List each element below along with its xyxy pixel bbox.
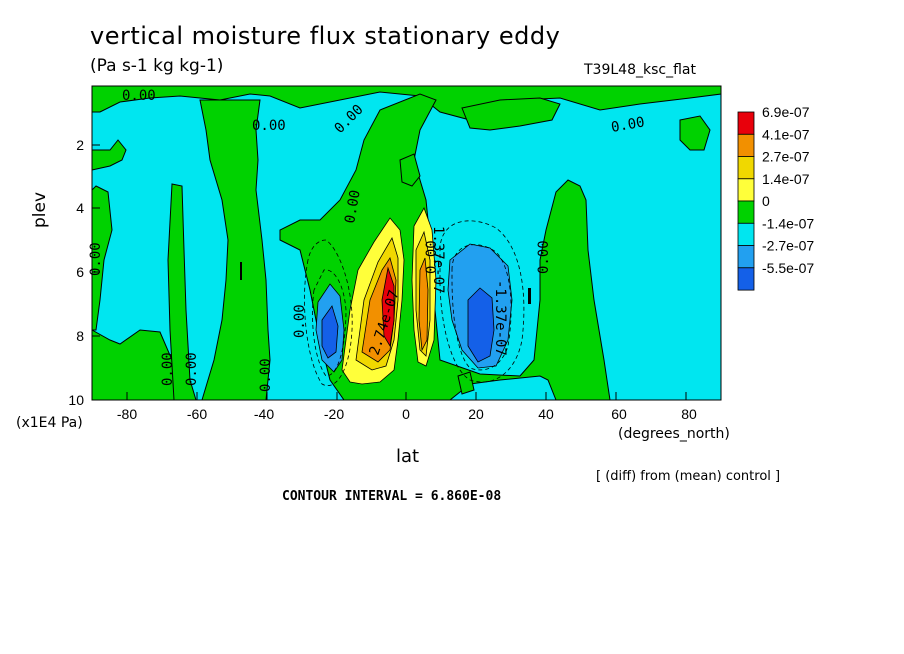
contour-label: 0.00 (88, 242, 104, 276)
colorbar-swatch (737, 111, 755, 135)
x-tick-label: -20 (324, 406, 344, 422)
x-axis (126, 392, 687, 400)
colorbar-label: 0 (762, 193, 770, 209)
tongue-south-core (381, 266, 395, 348)
difference-note: [ (diff) from (mean) control ] (596, 469, 781, 484)
contour-label: 0.00 (424, 240, 440, 274)
dashed-south-inner (312, 269, 347, 377)
y-tick-label: 8 (76, 328, 84, 344)
colorbar-label: 4.1e-07 (762, 126, 810, 142)
column-plus-10 (399, 153, 421, 187)
colorbar-swatch (737, 133, 755, 158)
contour-label: 0.00 (122, 88, 156, 104)
tongue-north-core (418, 257, 429, 352)
contour-interval: CONTOUR INTERVAL = 6.860E-08 (282, 489, 502, 504)
colorbar: 6.9e-07 4.1e-07 2.7e-07 1.4e-07 0 -1.4e-07 -2.… (737, 104, 814, 291)
x-tick-label: 80 (681, 406, 697, 422)
dashed-north-outer (439, 220, 525, 383)
y-tick-label: 4 (76, 200, 84, 216)
negative-region (315, 243, 513, 373)
x-tick-label: 20 (468, 406, 484, 422)
colorbar-label: -2.7e-07 (762, 238, 814, 254)
colorbar-swatch (737, 245, 755, 269)
bottom-island (457, 371, 475, 395)
column-minus-60 (167, 183, 197, 401)
contour-label: 0.00 (610, 114, 646, 136)
y-tick-label: 10 (68, 392, 84, 408)
contour-label: -1.37e-07 (492, 280, 508, 356)
contour-label: 0.00 (342, 189, 364, 225)
contour-label: 0.00 (292, 304, 308, 338)
contour-label: 1.37e-07 (430, 226, 446, 293)
colorbar-swatch (737, 267, 755, 291)
top-band (91, 85, 722, 121)
y-tick-labels: 2 4 6 8 10 (68, 137, 84, 408)
negative-north-core (467, 287, 495, 363)
y-tick-label: 6 (76, 264, 84, 280)
right-top-island (461, 97, 561, 131)
contour-label: 0.00 (184, 352, 200, 386)
contour-label: 0.00 (252, 118, 286, 134)
contour-label: 0.00 (536, 240, 552, 274)
negative-south-core (321, 305, 339, 359)
dashed-north-inner (451, 244, 512, 371)
column-plus-80 (679, 115, 711, 151)
x-tick-label: 40 (538, 406, 554, 422)
x-tick-label: 0 (402, 406, 410, 422)
x-axis-units: (degrees_north) (618, 426, 730, 442)
positive-tongues (341, 207, 437, 385)
y-axis (92, 144, 100, 337)
colorbar-swatch (737, 222, 755, 247)
contour-label: 0.00 (160, 352, 176, 386)
run-label: T39L48_ksc_flat (584, 62, 696, 78)
colorbar-label: 2.7e-07 (762, 149, 810, 165)
y-tick-label: 2 (76, 137, 84, 153)
speck-1 (240, 262, 242, 280)
x-tick-label: -60 (187, 406, 207, 422)
contour-label: 0.00 (258, 358, 274, 392)
colorbar-label: -5.5e-07 (762, 260, 814, 276)
colorbar-label: -1.4e-07 (762, 215, 814, 231)
plot-area (91, 85, 722, 401)
colorbar-label: 1.4e-07 (762, 171, 810, 187)
x-tick-label: 60 (611, 406, 627, 422)
dashed-contours (304, 220, 525, 386)
colorbar-swatch (737, 178, 755, 202)
dashed-south-outer (304, 239, 353, 386)
x-axis-label: lat (396, 446, 420, 467)
x-tick-label: -40 (254, 406, 274, 422)
x-tick-label: -80 (117, 406, 137, 422)
y-axis-units: (x1E4 Pa) (16, 415, 83, 431)
x-tick-labels: -80 -60 -40 -20 0 20 40 60 80 (117, 406, 697, 422)
y-axis-label: plev (30, 191, 50, 228)
colorbar-label: 6.9e-07 (762, 104, 810, 120)
colorbar-swatch (737, 156, 755, 180)
chart-title: vertical moisture flux stationary eddy (90, 22, 561, 50)
chart-units: (Pa s-1 kg kg-1) (90, 56, 224, 76)
colorbar-swatch (737, 200, 755, 224)
left-lobe (91, 139, 127, 171)
speck-2 (528, 288, 531, 304)
